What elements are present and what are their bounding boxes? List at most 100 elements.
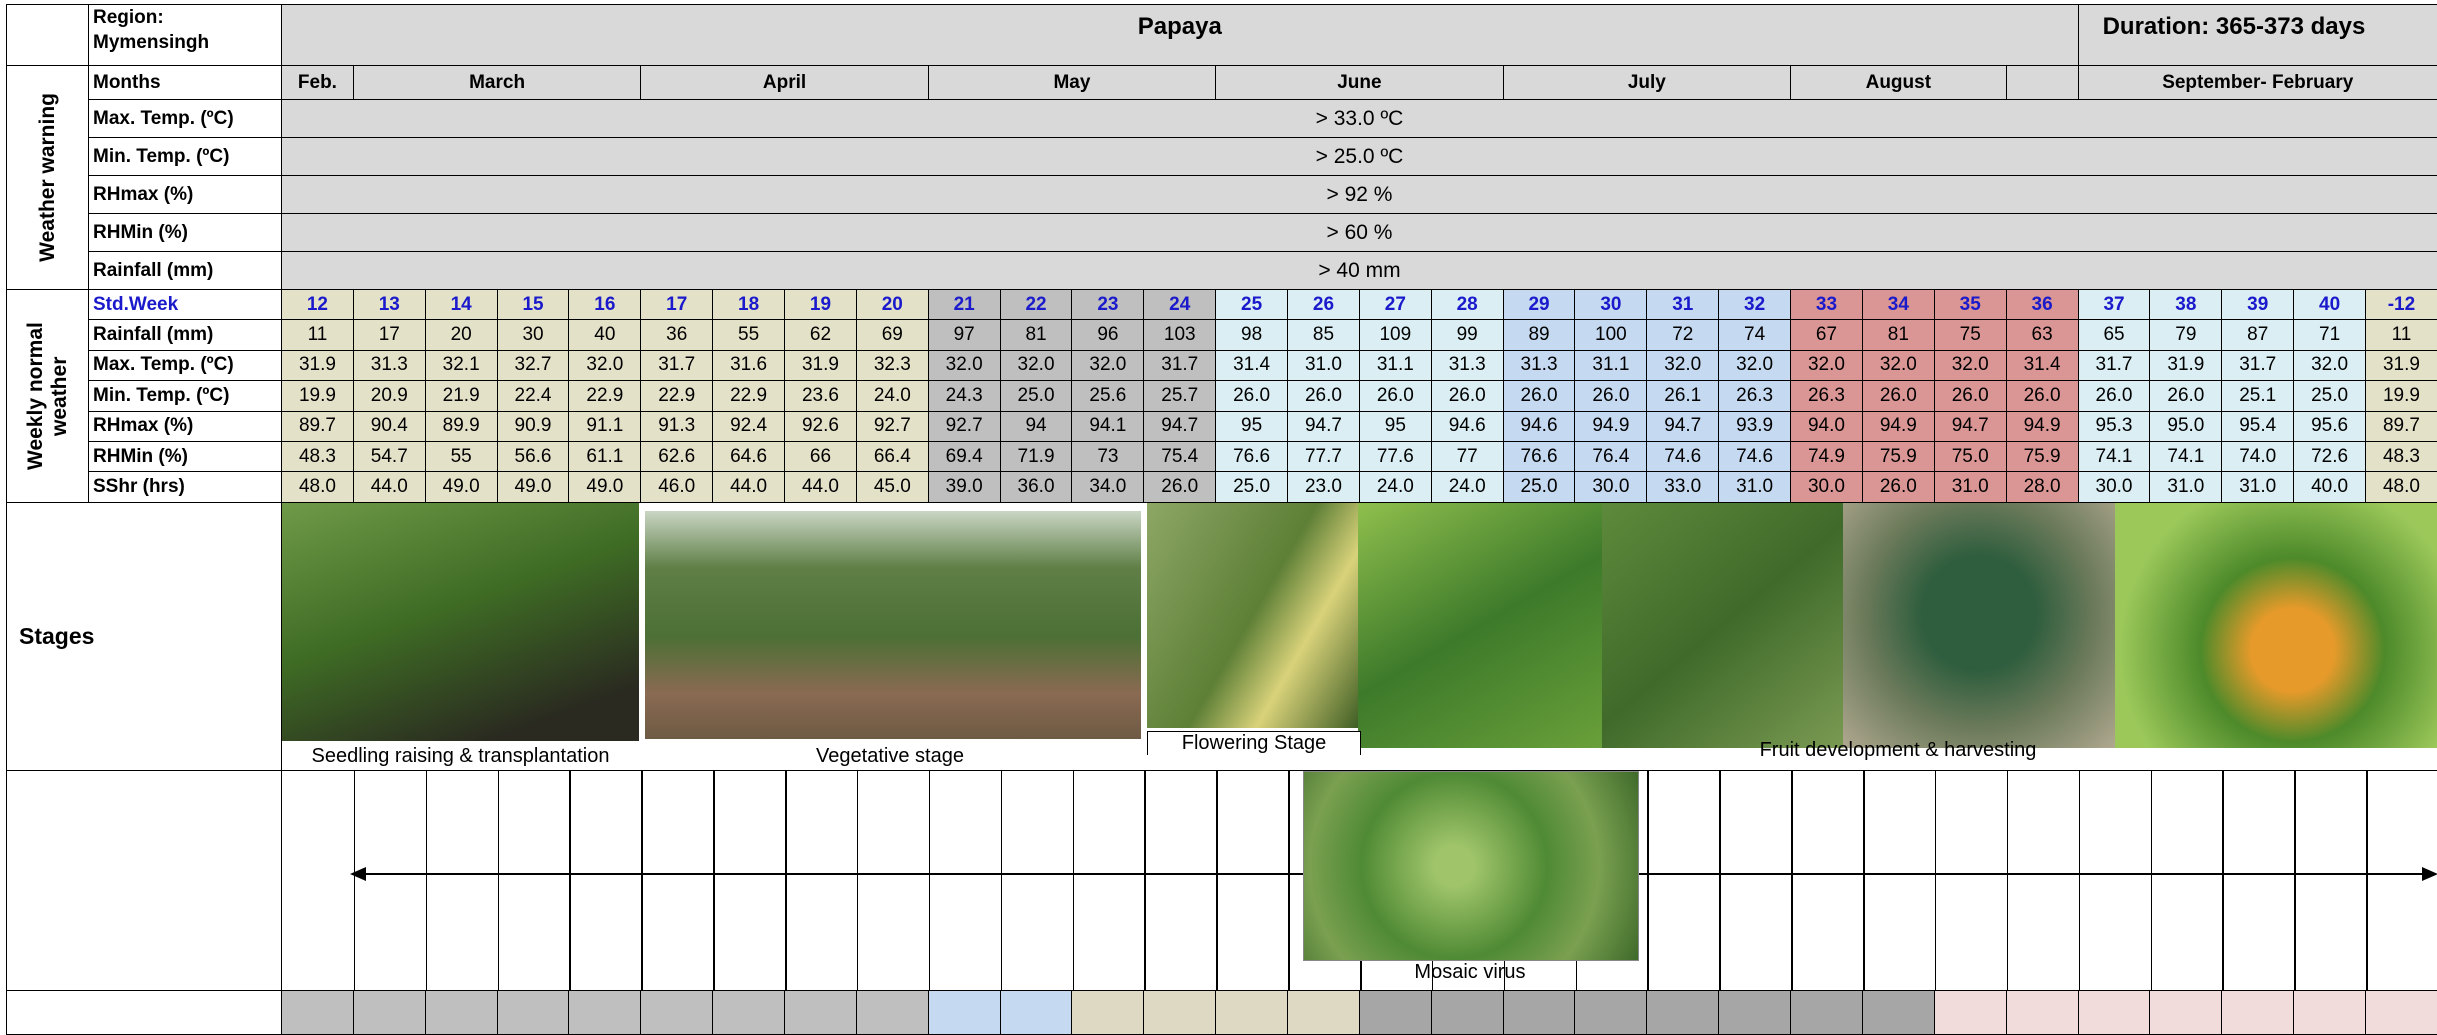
- weekly-value: 94.9: [1862, 411, 1934, 441]
- weekly-value: 31.0: [1934, 472, 2006, 502]
- weekly-value: 76.6: [1503, 441, 1575, 471]
- weekly-value: 109: [1359, 320, 1431, 350]
- period-cell: [641, 990, 713, 1034]
- std-week: 39: [2222, 290, 2294, 320]
- weekly-value: 30.0: [1791, 472, 1863, 502]
- arrow-head: [350, 867, 366, 881]
- blank-cell: [7, 990, 282, 1034]
- weekly-value: 94.6: [1431, 411, 1503, 441]
- weekly-value: 22.9: [713, 381, 785, 411]
- row-label: Max. Temp. (ºC): [89, 350, 282, 380]
- period-cell: [1719, 990, 1791, 1034]
- weekly-value: 76.6: [1216, 441, 1288, 471]
- period-cell: [1503, 990, 1575, 1034]
- weekly-value: 22.4: [497, 381, 569, 411]
- disease-caption: Mosaic virus: [1303, 961, 1637, 984]
- weekly-value: 49.0: [497, 472, 569, 502]
- month-cell: June: [1216, 66, 1503, 100]
- weekly-value: 31.3: [353, 350, 425, 380]
- std-week: 37: [2078, 290, 2150, 320]
- weekly-value: 79: [2150, 320, 2222, 350]
- month-cell: March: [353, 66, 640, 100]
- weather-warning-title-text: Weather warning: [36, 93, 60, 262]
- weekly-value: 31.0: [1288, 350, 1360, 380]
- weekly-value: 24.0: [1431, 472, 1503, 502]
- weekly-value: 49.0: [569, 472, 641, 502]
- period-cell: [856, 990, 928, 1034]
- weekly-value: 31.3: [1503, 350, 1575, 380]
- stage-caption: Vegetative stage: [639, 745, 1141, 768]
- weekly-value: 26.0: [2078, 381, 2150, 411]
- period-cell: [928, 990, 1000, 1034]
- weekly-value: 66.4: [856, 441, 928, 471]
- weekly-value: 31.9: [2366, 350, 2437, 380]
- weekly-value: 31.9: [282, 350, 354, 380]
- body: { "header": {"region": "Region: Mymensin…: [0, 0, 2437, 1035]
- std-week: 38: [2150, 290, 2222, 320]
- std-week: 17: [641, 290, 713, 320]
- weekly-value: 22.9: [569, 381, 641, 411]
- weekly-value: 40.0: [2294, 472, 2366, 502]
- weekly-value: 90.4: [353, 411, 425, 441]
- warning-row: RHmax (%)> 92 %: [7, 176, 2437, 214]
- period-cell: [1072, 990, 1144, 1034]
- std-week: 32: [1719, 290, 1791, 320]
- std-week: 30: [1575, 290, 1647, 320]
- period-cell: [1791, 990, 1863, 1034]
- weekly-value: 31.9: [785, 350, 857, 380]
- weekly-value: 31.0: [2150, 472, 2222, 502]
- weekly-value: 19.9: [2366, 381, 2437, 411]
- weekly-value: 32.3: [856, 350, 928, 380]
- stage-photo: [1147, 503, 1358, 728]
- weekly-value: 31.0: [2222, 472, 2294, 502]
- weekly-value: 48.0: [2366, 472, 2437, 502]
- weekly-value: 95.4: [2222, 411, 2294, 441]
- month-cell: [2006, 66, 2078, 100]
- period-cell: [1934, 990, 2006, 1034]
- row-label: Months: [89, 66, 282, 100]
- row-label: RHMin (%): [89, 441, 282, 471]
- bottom-row: [7, 990, 2437, 1034]
- weekly-value: 69.4: [928, 441, 1000, 471]
- stages-title: Stages: [7, 502, 282, 770]
- weekly-value: 69: [856, 320, 928, 350]
- weekly-value: 32.0: [569, 350, 641, 380]
- weekly-value: 96: [1072, 320, 1144, 350]
- weekly-value: 100: [1575, 320, 1647, 350]
- weekly-value: 45.0: [856, 472, 928, 502]
- weekly-value: 32.0: [1791, 350, 1863, 380]
- period-cell: [1359, 990, 1431, 1034]
- weekly-value: 61.1: [569, 441, 641, 471]
- stage-caption: Fruit development & harvesting: [1358, 739, 2437, 762]
- weekly-value: 32.1: [425, 350, 497, 380]
- stage-caption: Flowering Stage: [1147, 731, 1361, 755]
- weekly-value: 89.7: [282, 411, 354, 441]
- weekly-value: 48.3: [282, 441, 354, 471]
- month-cell: May: [928, 66, 1215, 100]
- weekly-value: 26.0: [1862, 381, 1934, 411]
- stage-photo: [1843, 503, 2115, 748]
- stage-photo: [1602, 503, 1843, 748]
- weekly-value: 71.9: [1000, 441, 1072, 471]
- weekly-value: 55: [713, 320, 785, 350]
- period-cell: [2222, 990, 2294, 1034]
- weekly-value: 94.1: [1072, 411, 1144, 441]
- row-label: Min. Temp. (ºC): [89, 381, 282, 411]
- weekly-value: 95.3: [2078, 411, 2150, 441]
- weekly-value: 56.6: [497, 441, 569, 471]
- weekly-value: 31.1: [1359, 350, 1431, 380]
- warning-value: > 33.0 ºC: [282, 100, 2437, 138]
- period-cell: [1862, 990, 1934, 1034]
- weekly-value: 74.0: [2222, 441, 2294, 471]
- weekly-value: 94.7: [1934, 411, 2006, 441]
- warning-row: Rainfall (mm)> 40 mm: [7, 252, 2437, 290]
- weekly-value: 17: [353, 320, 425, 350]
- weekly-value: 77.7: [1288, 441, 1360, 471]
- weather-warning-title: Weather warning: [7, 66, 89, 290]
- weekly-value: 32.0: [1647, 350, 1719, 380]
- weekly-value: 90.9: [497, 411, 569, 441]
- std-week: 15: [497, 290, 569, 320]
- std-week: 19: [785, 290, 857, 320]
